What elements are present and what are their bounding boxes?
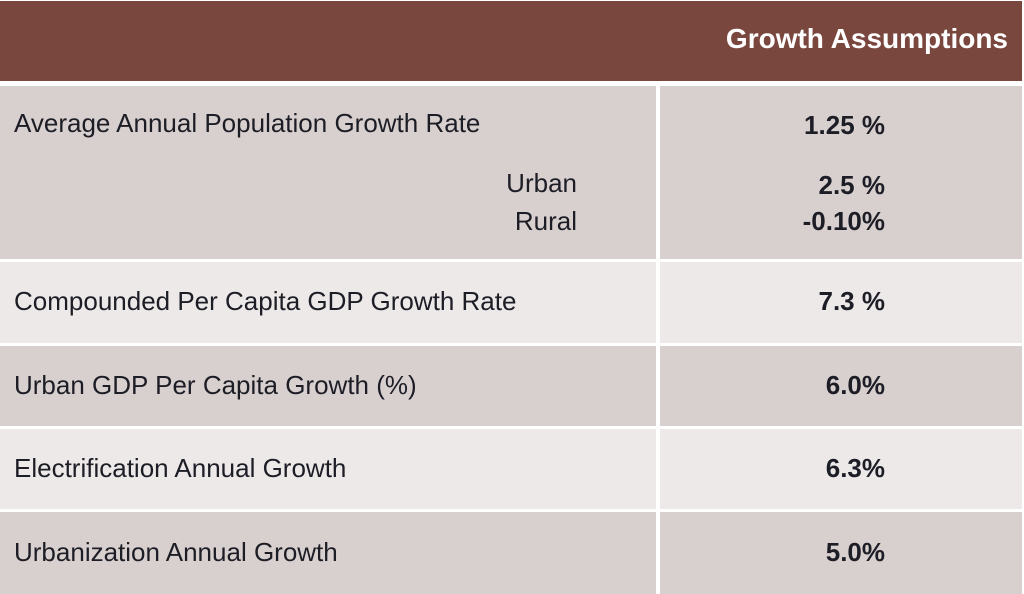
table-row-electrification: Electrification Annual Growth 6.3% [0, 429, 1022, 509]
row-label: Urbanization Annual Growth [14, 537, 338, 567]
label-cell: Urban GDP Per Capita Growth (%) [0, 346, 656, 426]
row-label: Urban GDP Per Capita Growth (%) [14, 370, 417, 400]
row-label: Average Annual Population Growth Rate [14, 108, 481, 138]
value-cell: 6.0% [660, 346, 1022, 426]
table-row-urban-gdp: Urban GDP Per Capita Growth (%) 6.0% [0, 346, 1022, 426]
row-value: 1.25 % [804, 110, 885, 140]
label-cell: Compounded Per Capita GDP Growth Rate [0, 262, 656, 343]
value-cell: 1.25 % 2.5 % -0.10% [660, 86, 1022, 259]
row-value: 5.0% [825, 537, 885, 567]
row-value: 7.3 % [818, 286, 886, 316]
row-label: Electrification Annual Growth [14, 453, 347, 483]
value-cell: 7.3 % [660, 262, 1022, 343]
sub-label-rural: Rural [514, 206, 577, 236]
value-cell: 6.3% [660, 429, 1022, 509]
row-value: 6.3% [825, 453, 885, 483]
table-row-urbanization: Urbanization Annual Growth 5.0% [0, 512, 1022, 594]
column-header-growth-assumptions: Growth Assumptions [725, 23, 1008, 54]
sub-label-urban: Urban [506, 168, 577, 198]
label-cell: Electrification Annual Growth [0, 429, 656, 509]
table-row-per-capita-gdp: Compounded Per Capita GDP Growth Rate 7.… [0, 262, 1022, 343]
row-label: Compounded Per Capita GDP Growth Rate [14, 286, 517, 316]
sub-value-rural: -0.10% [802, 206, 885, 236]
table-row-population-growth: Average Annual Population Growth Rate Ur… [0, 86, 1022, 259]
table-header: Growth Assumptions [0, 1, 1022, 81]
label-cell: Urbanization Annual Growth [0, 512, 656, 594]
sub-value-urban: 2.5 % [818, 170, 886, 200]
label-cell: Average Annual Population Growth Rate Ur… [0, 86, 656, 259]
row-value: 6.0% [825, 370, 885, 400]
value-cell: 5.0% [660, 512, 1022, 594]
